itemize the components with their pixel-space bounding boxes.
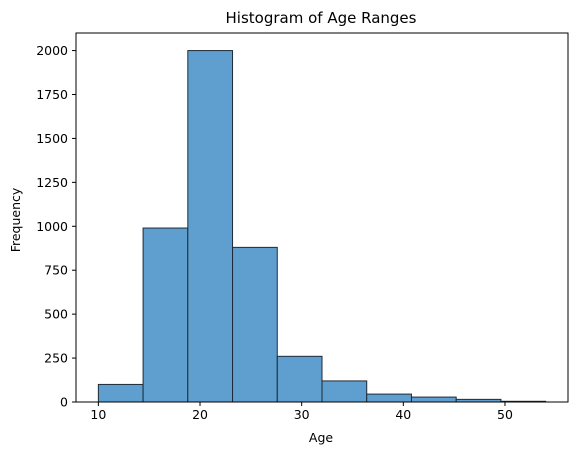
- y-tick-label: 1000: [36, 219, 68, 234]
- chart-title: Histogram of Age Ranges: [226, 9, 417, 27]
- histogram-bar-4: [232, 246, 278, 403]
- x-tick-label: 30: [294, 407, 310, 422]
- y-tick-label: 250: [44, 351, 68, 366]
- x-axis-title: Age: [309, 430, 333, 445]
- x-tick-label: 40: [395, 407, 411, 422]
- x-tick-label: 10: [90, 407, 106, 422]
- y-tick-label: 1250: [36, 175, 68, 190]
- y-tick-label: 750: [44, 263, 68, 278]
- histogram-bar-1: [97, 383, 144, 403]
- histogram-bar-7: [366, 393, 412, 403]
- histogram-bar-6: [321, 380, 368, 403]
- plot-frame: [75, 32, 569, 403]
- histogram-bar-8: [410, 396, 457, 403]
- histogram-bar-2: [142, 227, 189, 403]
- histogram-bar-5: [276, 355, 323, 403]
- y-tick-label: 500: [44, 307, 68, 322]
- y-tick-label: 1500: [36, 131, 68, 146]
- y-tick-label: 1750: [36, 87, 68, 102]
- x-tick-label: 50: [497, 407, 513, 422]
- y-axis-title: Frequency: [8, 187, 23, 252]
- histogram-bar-3: [187, 50, 234, 403]
- y-tick-label: 2000: [36, 43, 68, 58]
- bars-layer: [97, 50, 547, 403]
- x-tick-label: 20: [192, 407, 208, 422]
- y-tick-label: 0: [60, 395, 68, 410]
